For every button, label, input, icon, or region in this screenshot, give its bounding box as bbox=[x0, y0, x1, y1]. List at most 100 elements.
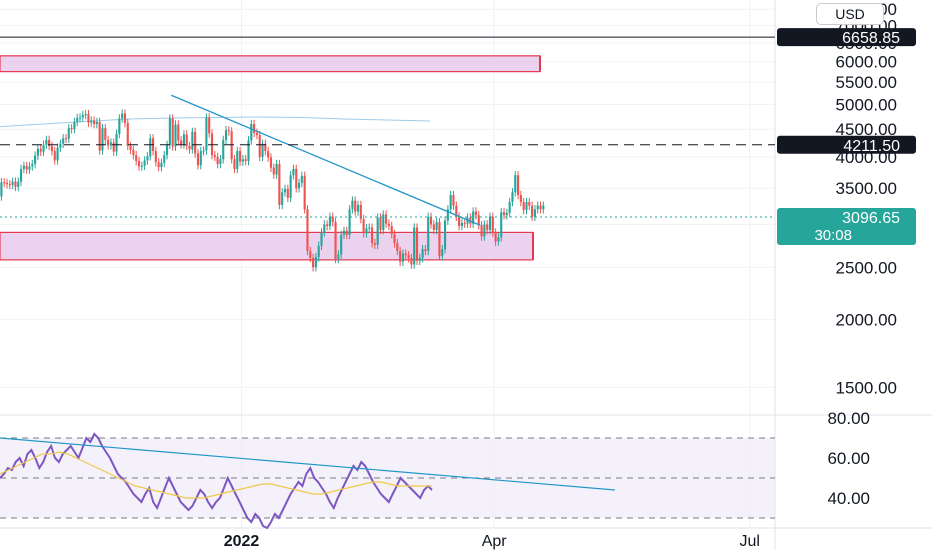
candle bbox=[272, 167, 275, 175]
candle bbox=[8, 184, 11, 186]
candle bbox=[87, 114, 90, 123]
candle bbox=[121, 113, 124, 119]
candle bbox=[474, 211, 478, 216]
candle bbox=[180, 140, 183, 145]
candle bbox=[342, 230, 346, 235]
candle bbox=[396, 243, 399, 251]
candle bbox=[239, 151, 242, 162]
candle bbox=[297, 182, 301, 189]
candle bbox=[90, 120, 93, 123]
candle bbox=[213, 155, 216, 157]
candle bbox=[73, 122, 76, 130]
rsi-trendline bbox=[0, 437, 615, 491]
rsi-tick-label: 60.00 bbox=[827, 449, 870, 468]
candle bbox=[514, 175, 517, 193]
candle bbox=[300, 175, 303, 183]
candle bbox=[421, 249, 424, 259]
time-tick-label: Apr bbox=[482, 533, 508, 550]
candle bbox=[25, 165, 28, 170]
candle bbox=[210, 133, 214, 156]
time-tick-label: 2022 bbox=[224, 533, 260, 550]
candle bbox=[281, 192, 284, 205]
price-tick-label: 5500.00 bbox=[836, 73, 897, 92]
candle bbox=[494, 232, 497, 242]
candle bbox=[194, 131, 197, 154]
candle bbox=[292, 168, 295, 176]
candle bbox=[531, 205, 534, 217]
candle bbox=[480, 225, 483, 237]
moving-average-line bbox=[0, 116, 431, 128]
currency-button[interactable]: USD bbox=[816, 3, 884, 25]
candle bbox=[0, 182, 3, 197]
candle bbox=[283, 188, 287, 193]
candle bbox=[163, 155, 166, 163]
candle bbox=[483, 224, 486, 237]
candle bbox=[314, 257, 317, 268]
candle bbox=[539, 205, 542, 210]
time-tick-label: Jul bbox=[740, 533, 760, 550]
candle bbox=[269, 157, 273, 168]
candle bbox=[132, 149, 135, 156]
candle bbox=[511, 192, 514, 203]
candle bbox=[104, 128, 107, 140]
candle bbox=[334, 222, 337, 259]
candle bbox=[261, 143, 264, 157]
price-tag-label: 4211.50 bbox=[843, 138, 900, 155]
candle bbox=[81, 115, 84, 118]
price-tag-bg bbox=[777, 28, 916, 47]
candle bbox=[168, 118, 171, 145]
candle bbox=[351, 200, 354, 210]
candle bbox=[22, 165, 25, 169]
price-tag-bg bbox=[777, 135, 916, 154]
candle bbox=[488, 216, 492, 230]
candle bbox=[407, 255, 410, 259]
price-trendline bbox=[171, 94, 481, 226]
candle bbox=[385, 214, 388, 224]
candle bbox=[449, 195, 452, 210]
candle bbox=[157, 162, 160, 168]
candle bbox=[185, 134, 188, 146]
candle bbox=[427, 216, 430, 251]
rsi-pane bbox=[0, 432, 775, 530]
candle bbox=[107, 139, 110, 146]
price-tick-label: 6000.00 bbox=[836, 53, 897, 72]
candle bbox=[146, 156, 149, 161]
candle bbox=[219, 159, 222, 165]
candle bbox=[36, 148, 39, 156]
candle bbox=[182, 134, 185, 145]
rsi-tick-label: 40.00 bbox=[827, 489, 870, 508]
candle bbox=[323, 224, 326, 233]
price-tick-label: 4500.00 bbox=[836, 120, 897, 139]
candle bbox=[216, 156, 219, 165]
candle bbox=[455, 205, 458, 217]
candle bbox=[45, 139, 48, 145]
price-axis: 7500.007000.006500.006000.005500.005000.… bbox=[827, 0, 897, 508]
candle bbox=[328, 216, 332, 227]
candle bbox=[126, 123, 129, 146]
moving-average-layer bbox=[0, 116, 431, 128]
candle bbox=[34, 155, 37, 165]
time-axis: 2022 Apr Jul bbox=[224, 533, 760, 550]
candle bbox=[115, 133, 118, 152]
candle bbox=[140, 165, 143, 167]
price-tag-label: 6658.85 bbox=[842, 30, 900, 47]
candle bbox=[267, 151, 270, 158]
candle bbox=[477, 215, 480, 226]
candle bbox=[438, 222, 441, 257]
candle bbox=[365, 228, 368, 234]
candle bbox=[188, 145, 191, 150]
candle bbox=[399, 250, 402, 262]
candle bbox=[348, 209, 351, 235]
candle bbox=[64, 138, 68, 140]
candle bbox=[275, 164, 278, 175]
price-tick-label: 2000.00 bbox=[836, 311, 897, 330]
candle bbox=[154, 151, 157, 163]
candle bbox=[143, 160, 146, 166]
candle bbox=[53, 151, 56, 161]
candle bbox=[536, 205, 539, 210]
candle bbox=[222, 139, 225, 160]
candle bbox=[472, 211, 475, 224]
candle bbox=[177, 124, 180, 141]
candle bbox=[429, 216, 433, 225]
